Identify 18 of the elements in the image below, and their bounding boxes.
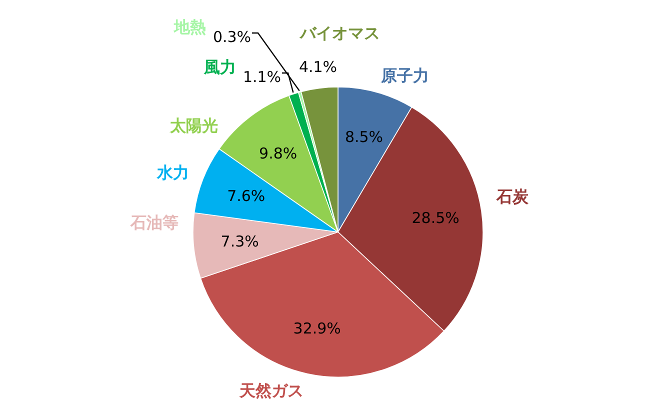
slice-label: 地熱 xyxy=(173,18,206,36)
data-label: 9.8% xyxy=(259,144,298,163)
data-label: 4.1% xyxy=(298,58,338,76)
data-label: 8.5% xyxy=(344,128,384,146)
slice-label: 太陽光 xyxy=(169,116,218,136)
slice-label: 石油等 xyxy=(130,212,179,232)
slice-label: 原子力 xyxy=(380,66,429,85)
data-label: 32.9% xyxy=(293,319,341,338)
slice-label: 風力 xyxy=(203,58,236,76)
slice-label: 水力 xyxy=(156,162,189,182)
data-label: 28.5% xyxy=(412,208,460,227)
data-label: 7.3% xyxy=(220,232,259,250)
slice-label: 天然ガス xyxy=(238,381,304,399)
slice-label: バイオマス xyxy=(299,24,380,42)
data-label: 7.6% xyxy=(227,187,266,206)
data-label: 0.3% xyxy=(212,28,252,46)
data-label: 1.1% xyxy=(242,68,282,86)
slice-label: 石炭 xyxy=(495,187,530,206)
